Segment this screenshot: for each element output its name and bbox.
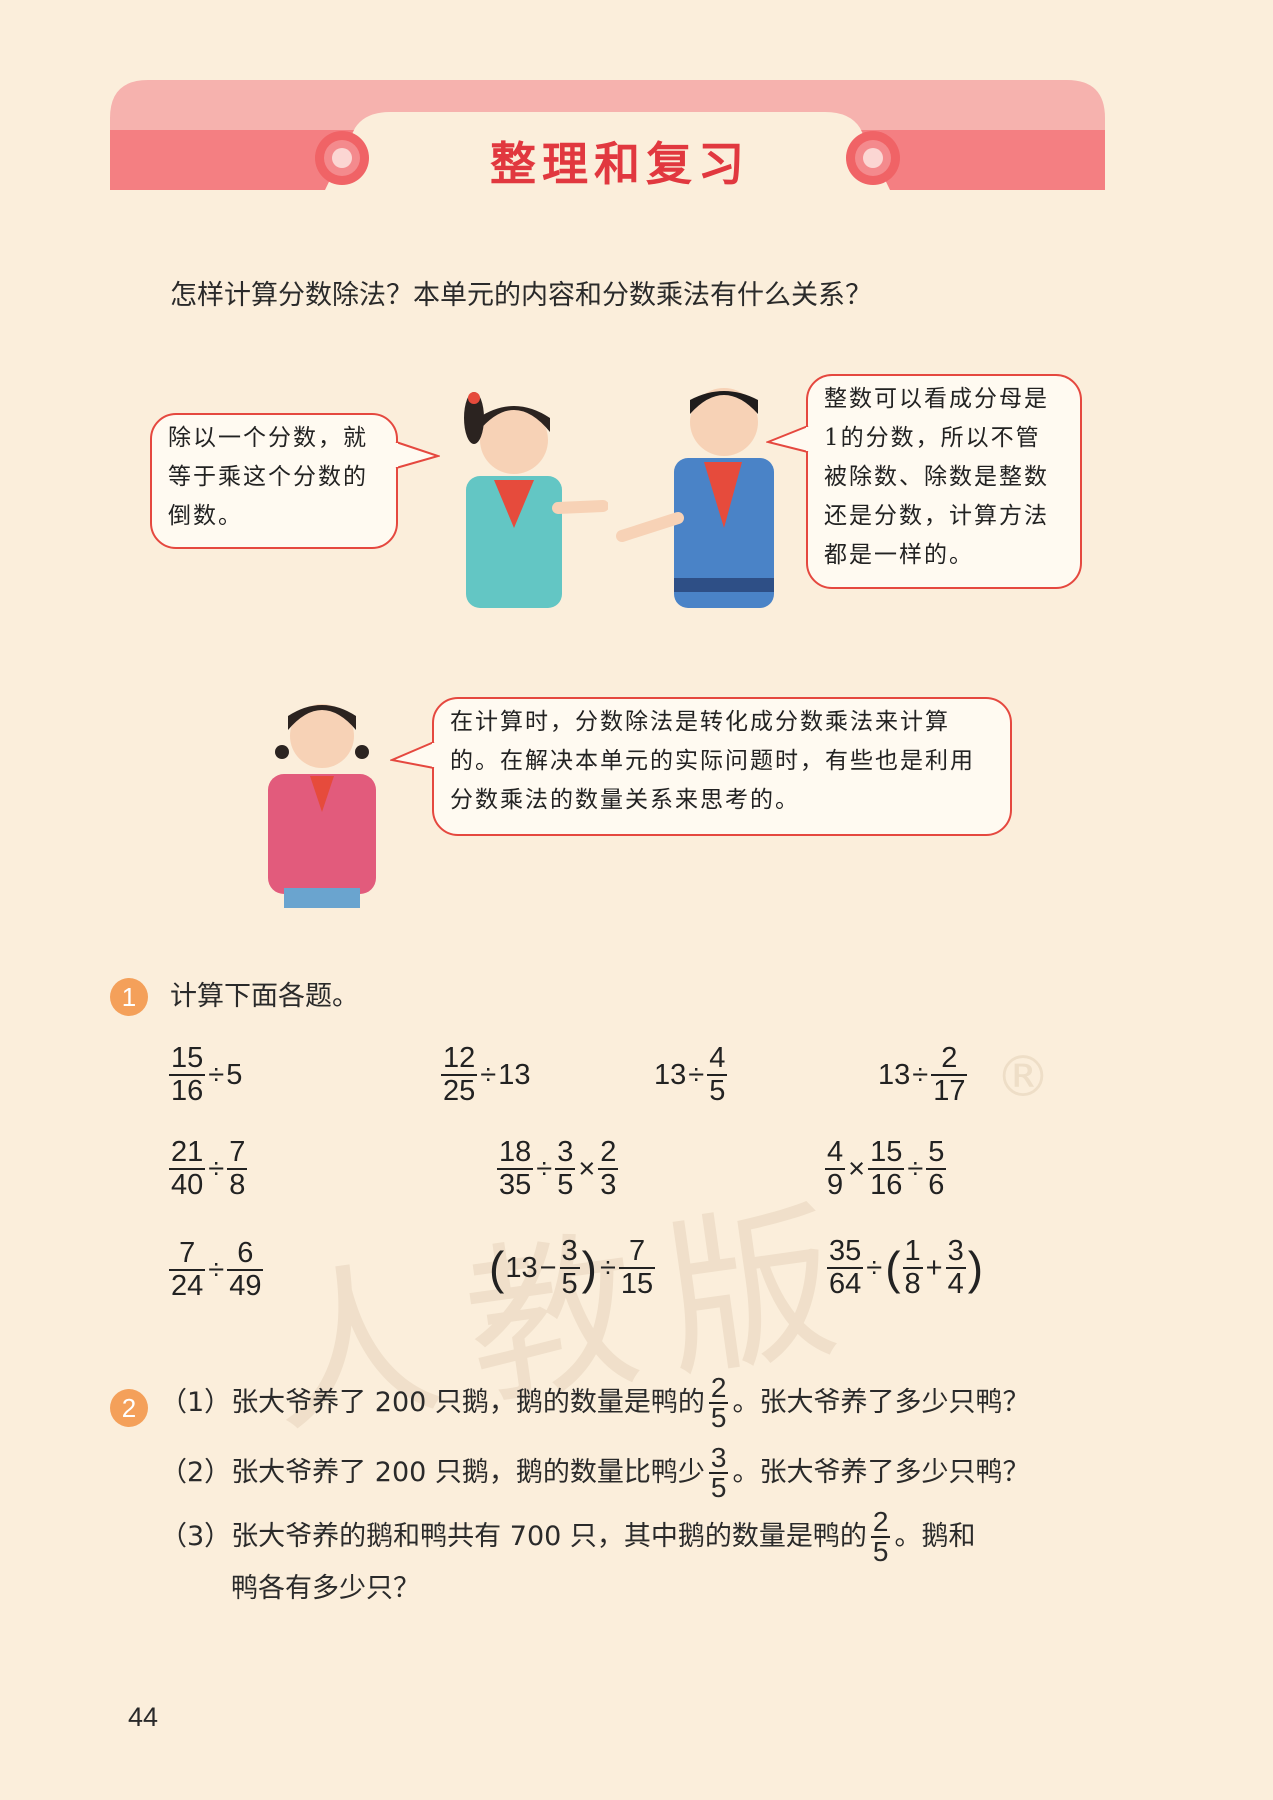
flower-icon-left (315, 131, 369, 185)
exercise-number-badge: 1 (110, 978, 148, 1016)
registered-mark: ® (995, 1045, 1051, 1110)
calc-item-8: 7 24 ÷ 6 49 (169, 1237, 264, 1302)
student-boy-illustration (616, 388, 774, 608)
speech-bubble-boy: 整数可以看成分母是1的分数，所以不管被除数、除数是整数还是分数，计算方法都是一样… (806, 374, 1082, 589)
speech-bubble-girl-1: 除以一个分数，就等于乘这个分数的倒数。 (150, 413, 398, 549)
calc-item-4: 13 ÷ 2 17 (878, 1042, 968, 1107)
page-title: 整理和复习 (490, 137, 750, 191)
intro-question: 怎样计算分数除法？本单元的内容和分数乘法有什么关系？ (170, 280, 872, 311)
speech-bubble-girl-2: 在计算时，分数除法是转化成分数乘法来计算的。在解决本单元的实际问题时，有些也是利… (432, 697, 1012, 836)
student-girl-illustration (464, 392, 608, 608)
calc-item-1: 15 16 ÷ 5 (169, 1042, 243, 1107)
exercise-1-prompt: 计算下面各题。 (170, 981, 359, 1012)
student-girl-2-illustration (268, 704, 376, 908)
header-banner (110, 80, 1105, 190)
bubble-tail (390, 741, 436, 769)
page-number: 44 (128, 1702, 159, 1732)
bubble-tail (766, 425, 810, 453)
calc-item-2: 12 25 ÷ 13 (441, 1042, 531, 1107)
word-problem-3-line-2: 鸭各有多少只？ (231, 1573, 420, 1604)
exercise-number-badge: 2 (110, 1389, 148, 1427)
flower-icon-right (846, 131, 900, 185)
bubble-tail (394, 441, 440, 469)
